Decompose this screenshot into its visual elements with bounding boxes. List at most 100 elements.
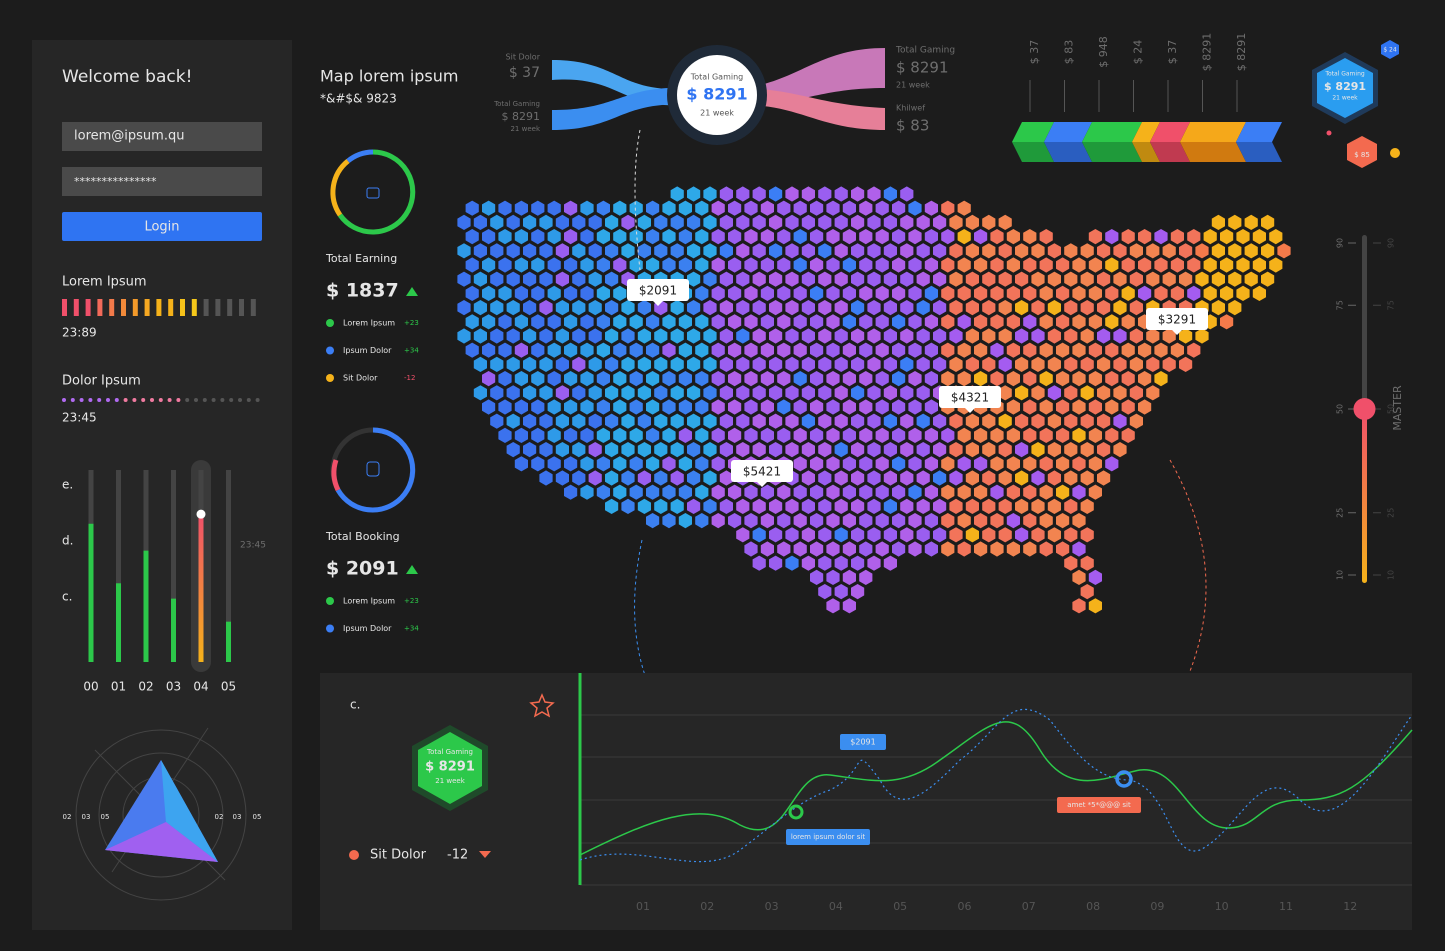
hex-cell [769, 527, 783, 543]
password-field[interactable] [62, 167, 262, 196]
hex-cell [941, 456, 955, 472]
hub-name: Total Gaming [690, 73, 744, 82]
hex-cell [1031, 413, 1045, 429]
booking-legend: Lorem Ipsum +23 Ipsum Dolor +34 [326, 597, 419, 633]
radar-ring [98, 752, 224, 878]
bar-chart: e. d. c. 00 01 02 03 04 05 [62, 460, 236, 694]
badge-name: Total Gaming [426, 748, 473, 756]
hex-cell [777, 427, 791, 443]
hex-cell [1097, 243, 1111, 259]
hex-cell [531, 200, 545, 216]
hex-cell [473, 356, 487, 372]
hex-cell [695, 513, 709, 529]
hex-cell [564, 371, 578, 387]
hex-cell [1023, 484, 1037, 500]
hex-cell [654, 356, 668, 372]
hex-cell [769, 442, 783, 458]
hex-cell [687, 271, 701, 287]
hex-cell [982, 413, 996, 429]
hex-cell [957, 513, 971, 529]
hex-cell [498, 399, 512, 415]
prism-face [1012, 122, 1054, 142]
hex-cell [1072, 285, 1086, 301]
hex-cell [531, 314, 545, 330]
dot [238, 398, 242, 402]
hex-cell [1015, 413, 1029, 429]
x-tick-label: 12 [1343, 900, 1357, 913]
hex-cell [744, 513, 758, 529]
hex-cell [769, 328, 783, 344]
star-icon[interactable] [529, 693, 555, 718]
tick-label: 90 [1336, 238, 1345, 248]
hex-cell [596, 285, 610, 301]
hex-cell [777, 200, 791, 216]
hex-cell [933, 442, 947, 458]
hex-cell [875, 456, 889, 472]
hex-cell [801, 385, 815, 401]
legend-change: -12 [447, 848, 468, 863]
hex-cell [596, 399, 610, 415]
hex-cell [531, 229, 545, 245]
hex-cell [1121, 285, 1135, 301]
hex-cell [982, 328, 996, 344]
hex-cell [760, 200, 774, 216]
hex-cell [457, 214, 471, 230]
hex-cell [908, 200, 922, 216]
small-badge [1381, 40, 1399, 59]
hex-cell [490, 413, 504, 429]
hex-cell [580, 484, 594, 500]
hex-cell [760, 513, 774, 529]
hex-cell [801, 413, 815, 429]
hex-cell [678, 257, 692, 273]
hex-cell [1220, 257, 1234, 273]
bar-marker: 23:45 [240, 541, 266, 551]
hex-cell [1064, 300, 1078, 316]
hex-cell [646, 257, 660, 273]
hex-cell [752, 385, 766, 401]
hex-cell [752, 271, 766, 287]
dot [1390, 148, 1400, 158]
hex-cell [933, 413, 947, 429]
login-button[interactable] [62, 212, 262, 241]
hex-cell [744, 427, 758, 443]
hex-cell [580, 200, 594, 216]
hex-cell [687, 385, 701, 401]
hex-cell [793, 257, 807, 273]
hex-cell [810, 541, 824, 557]
hex-cell [818, 356, 832, 372]
hex-cell [580, 371, 594, 387]
hex-cell [580, 456, 594, 472]
dot [158, 398, 163, 402]
legend-dot [326, 597, 334, 605]
hex-cell [1006, 541, 1020, 557]
dot [194, 398, 198, 402]
tick-label: 90 [1387, 238, 1396, 248]
hex-cell [555, 328, 569, 344]
hex-cell [1064, 243, 1078, 259]
hex-cell [834, 498, 848, 514]
hex-cell [801, 527, 815, 543]
hex-cell [900, 385, 914, 401]
row-label: c. [62, 590, 72, 604]
hex-cell [1146, 243, 1160, 259]
hex-cell [793, 513, 807, 529]
hex-cell [1015, 470, 1029, 486]
hex-cell [1031, 300, 1045, 316]
hex-cell [851, 271, 865, 287]
hex-cell [1129, 243, 1143, 259]
hex-cell [654, 413, 668, 429]
hex-cell [801, 442, 815, 458]
hex-cell [744, 200, 758, 216]
hex-cell [933, 243, 947, 259]
hex-cell [982, 470, 996, 486]
hex-cell [695, 285, 709, 301]
hex-cell [867, 527, 881, 543]
hex-cell [752, 527, 766, 543]
hex-cell [867, 413, 881, 429]
hex-cell [744, 541, 758, 557]
hex-cell [1179, 271, 1193, 287]
hex-cell [523, 356, 537, 372]
hex-cell [572, 300, 586, 316]
email-field[interactable] [62, 122, 262, 151]
